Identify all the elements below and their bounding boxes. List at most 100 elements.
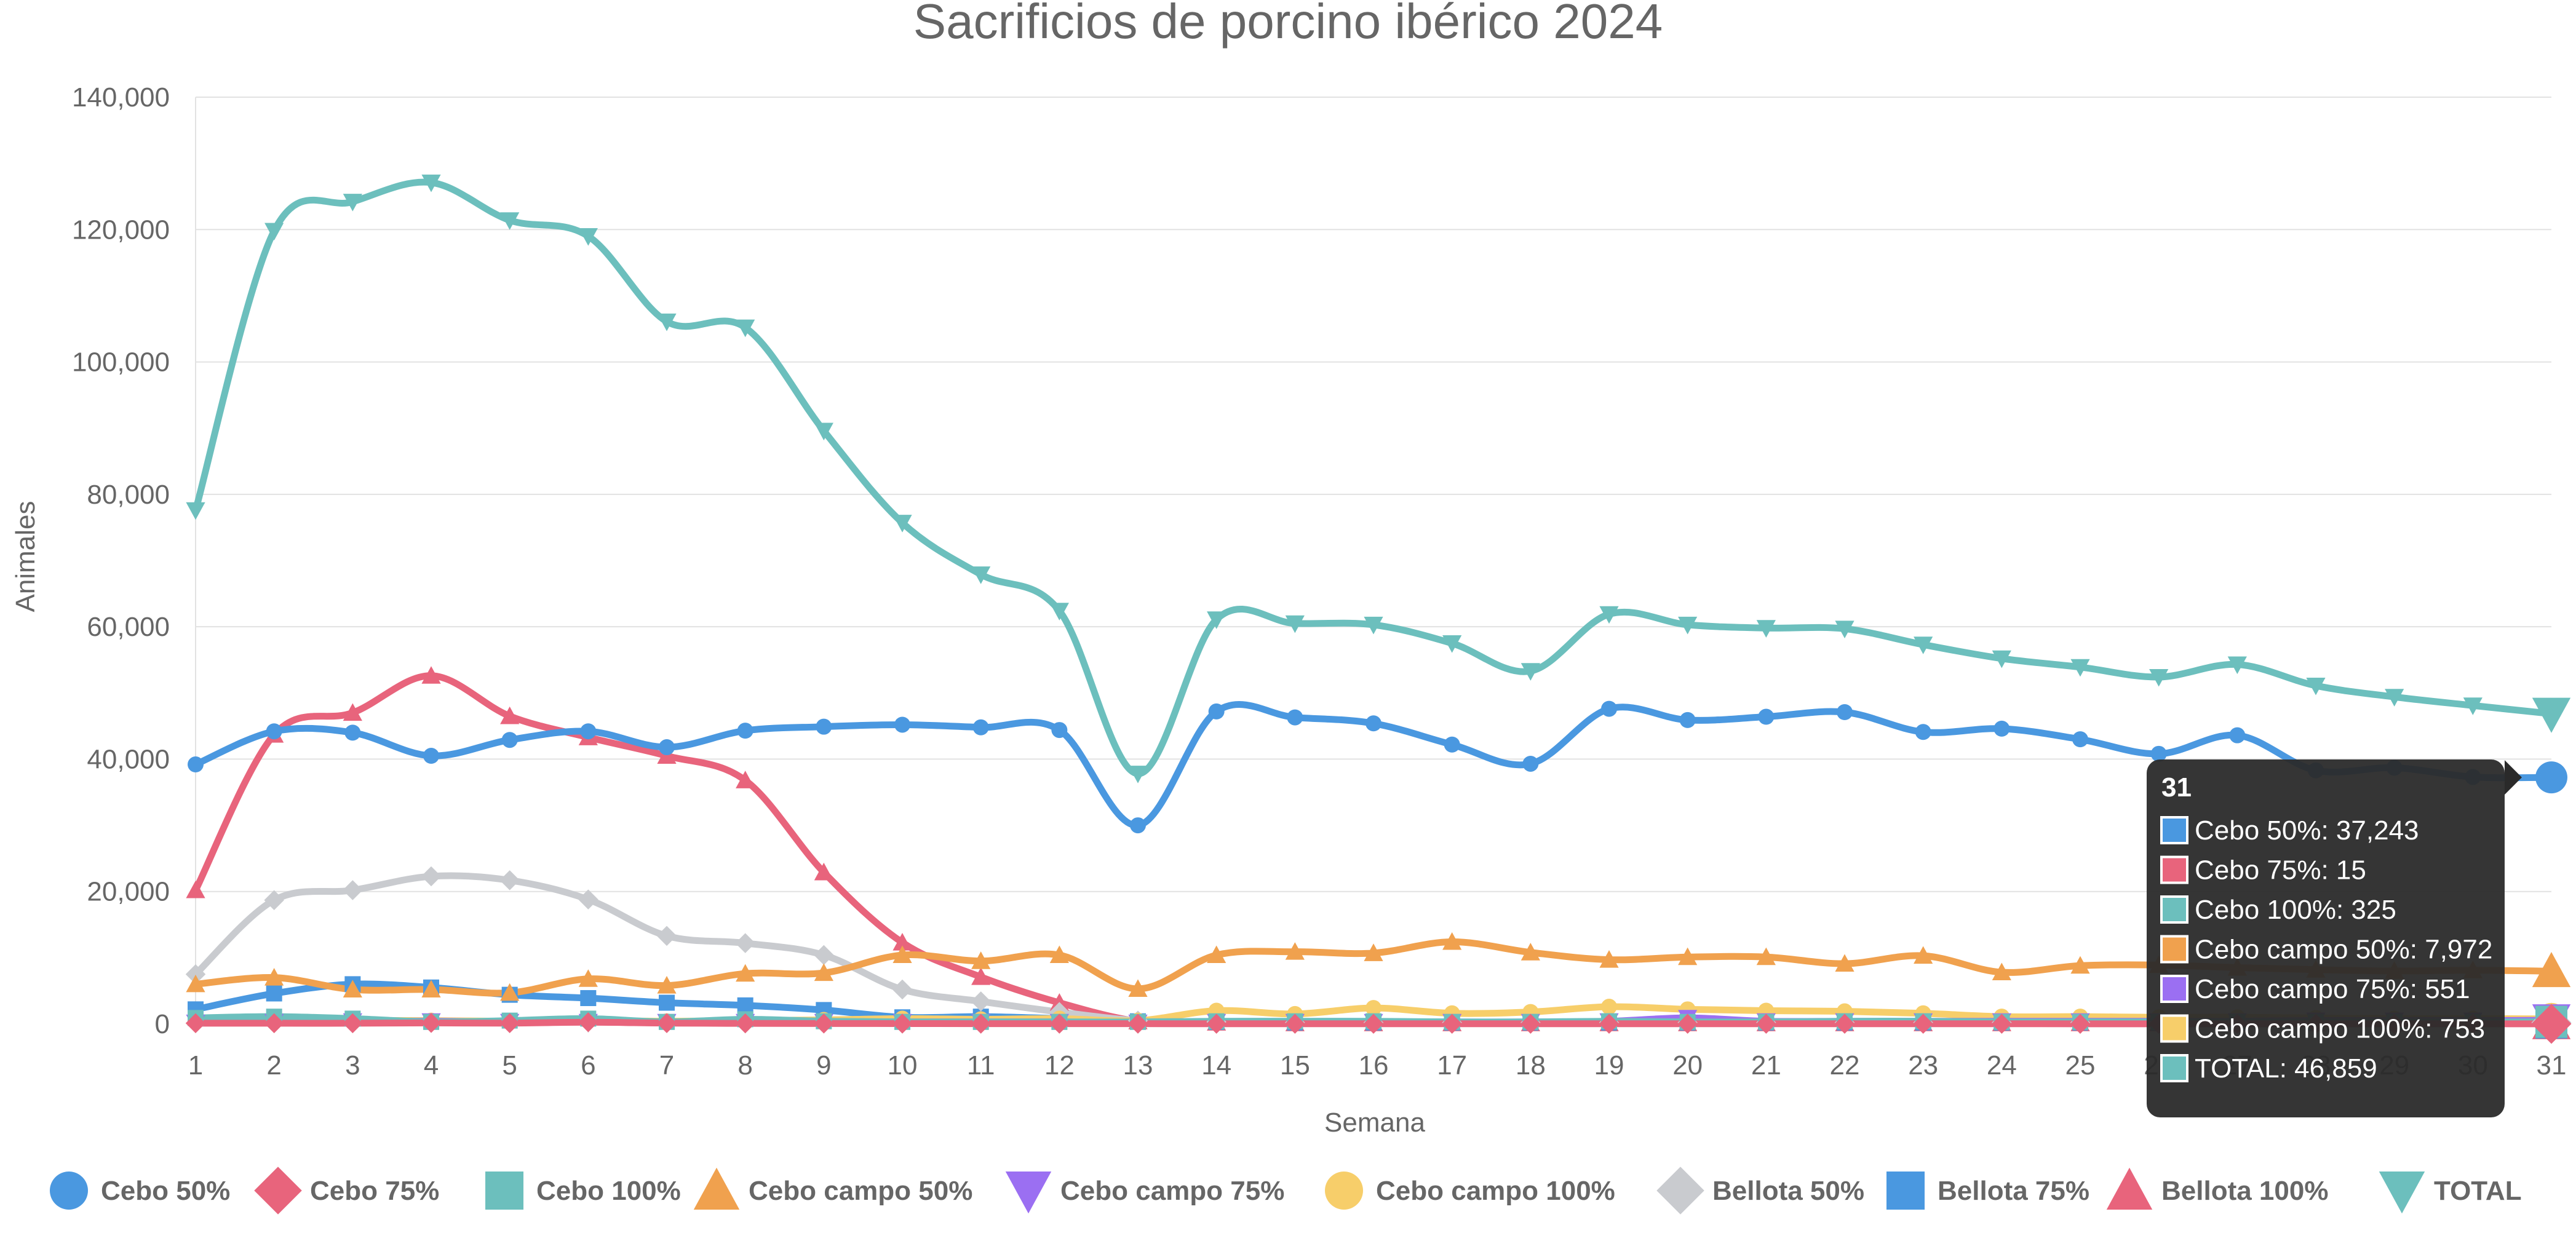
data-point-total bbox=[578, 228, 598, 246]
data-point-cebo-75 bbox=[2531, 1004, 2572, 1044]
legend-item-cebo-75[interactable]: Cebo 75% bbox=[254, 1167, 439, 1215]
legend-label: Bellota 75% bbox=[1938, 1176, 2089, 1206]
data-point-cebo-75 bbox=[1834, 1013, 1855, 1034]
data-point-total bbox=[2227, 656, 2247, 675]
legend-item-bellota-50[interactable]: Bellota 50% bbox=[1656, 1167, 1864, 1215]
x-tick-label: 15 bbox=[1280, 1050, 1310, 1080]
data-point-total bbox=[2306, 677, 2326, 696]
data-point-cebo-75 bbox=[421, 1013, 442, 1033]
tooltip-swatch bbox=[2160, 816, 2188, 844]
legend-label: Cebo campo 50% bbox=[749, 1176, 972, 1206]
x-tick-label: 5 bbox=[502, 1050, 517, 1080]
data-point-cebo-campo-50 bbox=[892, 945, 912, 964]
data-point-total bbox=[1992, 650, 2011, 668]
x-tick-label: 12 bbox=[1044, 1050, 1075, 1080]
x-tick-label: 25 bbox=[2065, 1050, 2096, 1080]
data-point-total bbox=[1128, 766, 1148, 783]
data-point-cebo-75 bbox=[735, 1013, 755, 1034]
legend-label: Cebo 75% bbox=[310, 1176, 439, 1206]
legend-label: TOTAL bbox=[2434, 1176, 2522, 1206]
data-point-bellota-50 bbox=[578, 889, 598, 910]
legend-item-cebo-50[interactable]: Cebo 50% bbox=[50, 1172, 230, 1210]
data-point-total bbox=[421, 174, 441, 192]
data-point-cebo-75 bbox=[892, 1013, 913, 1034]
data-point-total bbox=[343, 194, 362, 212]
data-point-cebo-50 bbox=[1444, 736, 1460, 753]
legend-item-cebo-campo-100[interactable]: Cebo campo 100% bbox=[1325, 1172, 1615, 1210]
tooltip-swatch bbox=[2160, 855, 2188, 884]
x-tick-label: 9 bbox=[816, 1050, 831, 1080]
legend-item-cebo-100[interactable]: Cebo 100% bbox=[485, 1172, 681, 1210]
x-tick-label: 3 bbox=[345, 1050, 360, 1080]
legend-symbol-cebo-campo-50 bbox=[693, 1167, 740, 1210]
x-tick-label: 1 bbox=[188, 1050, 203, 1080]
x-tick-label: 14 bbox=[1201, 1050, 1231, 1080]
data-point-cebo-campo-50 bbox=[1128, 979, 1148, 997]
tooltip-item: Cebo campo 50%: 7,972 bbox=[2195, 935, 2492, 965]
data-point-cebo-50 bbox=[2150, 745, 2167, 762]
data-point-cebo-50 bbox=[501, 732, 518, 748]
tooltip-swatch bbox=[2160, 1014, 2188, 1043]
data-point-cebo-campo-50 bbox=[2532, 951, 2571, 988]
data-point-cebo-50 bbox=[1208, 703, 1225, 720]
data-point-total bbox=[1678, 616, 1698, 635]
data-point-cebo-75 bbox=[971, 1013, 991, 1034]
data-point-total bbox=[1521, 663, 1540, 681]
data-point-cebo-75 bbox=[656, 1013, 677, 1033]
legend-item-cebo-campo-50[interactable]: Cebo campo 50% bbox=[693, 1167, 973, 1210]
data-point-total bbox=[1442, 635, 1462, 653]
data-point-cebo-campo-50 bbox=[814, 963, 833, 981]
legend-symbol-bellota-100 bbox=[2106, 1167, 2153, 1210]
data-point-cebo-campo-50 bbox=[1756, 947, 1776, 965]
data-point-total bbox=[2532, 697, 2571, 733]
data-point-bellota-50 bbox=[892, 979, 913, 1000]
data-point-cebo-50 bbox=[1366, 715, 1381, 732]
data-point-cebo-50 bbox=[2072, 731, 2088, 748]
data-point-cebo-50 bbox=[1287, 709, 1303, 726]
data-point-cebo-75 bbox=[1913, 1013, 1933, 1034]
x-tick-label: 22 bbox=[1830, 1050, 1860, 1080]
data-point-total bbox=[1207, 611, 1226, 629]
x-tick-label: 24 bbox=[1987, 1050, 2017, 1080]
data-point-cebo-50 bbox=[1522, 755, 1539, 772]
data-point-cebo-50 bbox=[816, 718, 832, 735]
x-tick-label: 21 bbox=[1751, 1050, 1781, 1080]
legend-item-total[interactable]: TOTAL bbox=[2379, 1172, 2522, 1214]
data-point-total bbox=[264, 223, 284, 241]
legend-item-bellota-100[interactable]: Bellota 100% bbox=[2106, 1167, 2329, 1210]
legend-symbol-cebo-campo-100 bbox=[1325, 1172, 1363, 1210]
data-point-cebo-75 bbox=[1442, 1013, 1462, 1034]
tooltip-item: TOTAL: 46,859 bbox=[2195, 1053, 2377, 1084]
legend-item-bellota-75[interactable]: Bellota 75% bbox=[1886, 1172, 2089, 1210]
data-point-cebo-campo-50 bbox=[421, 980, 441, 998]
data-point-cebo-75 bbox=[1992, 1013, 2012, 1034]
y-tick-label: 20,000 bbox=[87, 877, 170, 907]
data-point-cebo-50 bbox=[2535, 761, 2567, 794]
legend-item-cebo-campo-75[interactable]: Cebo campo 75% bbox=[1005, 1172, 1285, 1214]
tooltip-item: Cebo campo 100%: 753 bbox=[2195, 1014, 2485, 1044]
data-point-cebo-50 bbox=[659, 739, 675, 756]
tooltip-title: 31 bbox=[2161, 772, 2192, 803]
data-point-cebo-campo-100 bbox=[1366, 1000, 1381, 1017]
tooltip-box bbox=[2147, 759, 2505, 1117]
x-tick-label: 2 bbox=[266, 1050, 281, 1080]
data-point-cebo-campo-50 bbox=[264, 968, 284, 986]
data-point-cebo-campo-50 bbox=[657, 975, 677, 994]
legend-symbol-bellota-75 bbox=[1886, 1172, 1925, 1210]
y-tick-label: 80,000 bbox=[87, 480, 170, 510]
data-point-bellota-100 bbox=[971, 967, 991, 985]
series-line-total[interactable] bbox=[192, 178, 2555, 777]
data-point-cebo-50 bbox=[423, 748, 439, 764]
data-point-cebo-75 bbox=[578, 1012, 598, 1033]
data-point-cebo-75 bbox=[1521, 1013, 1541, 1034]
data-point-total bbox=[1599, 606, 1619, 624]
data-point-cebo-campo-50 bbox=[736, 964, 755, 982]
data-point-bellota-50 bbox=[735, 933, 755, 953]
x-tick-label: 11 bbox=[967, 1050, 995, 1080]
data-point-total bbox=[1914, 636, 1933, 654]
legend-label: Cebo 50% bbox=[101, 1176, 230, 1206]
x-tick-label: 10 bbox=[888, 1050, 918, 1080]
data-point-cebo-50 bbox=[894, 716, 910, 733]
